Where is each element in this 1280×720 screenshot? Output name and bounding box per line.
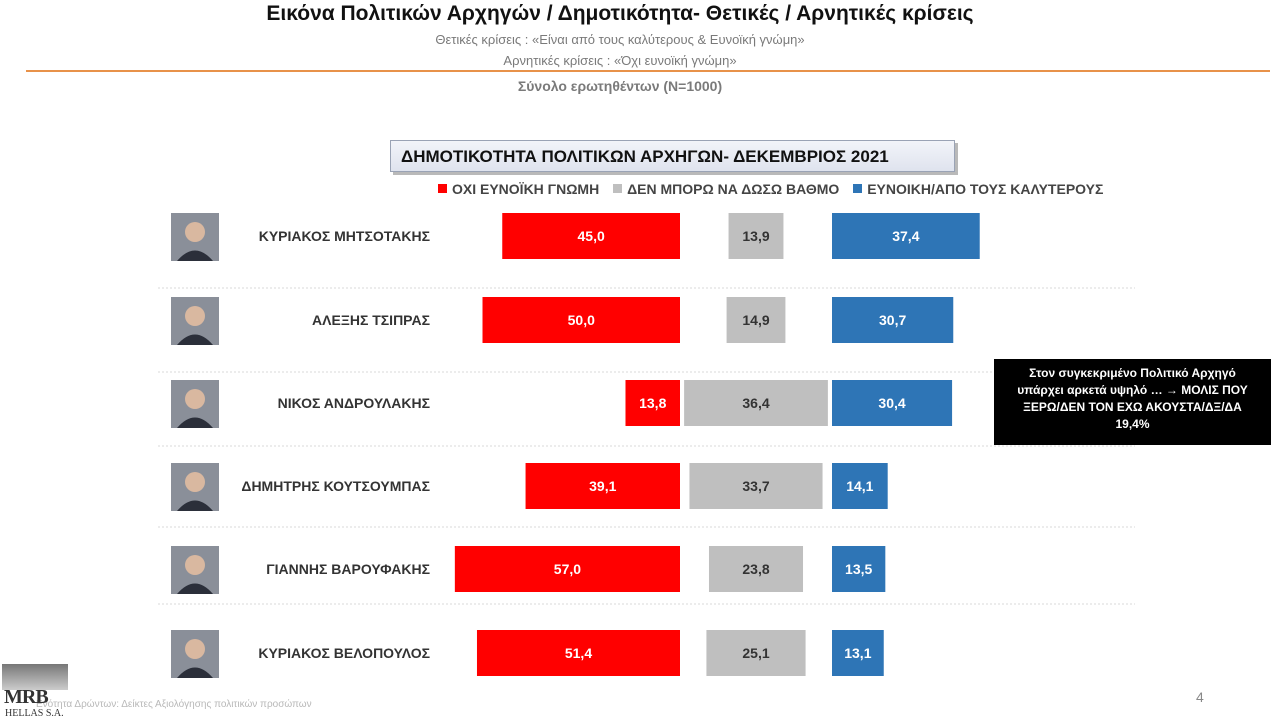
category-label-mitsotakis: ΚΥΡΙΑΚΟΣ ΜΗΤΣΟΤΑΚΗΣ [259,228,430,244]
portrait-varoufakis [171,546,219,594]
bar-favorable-velopoulos [832,630,884,676]
logo-graphic [2,664,68,690]
legend-item-favorable: ΕΥΝΟΙΚΗ/ΑΠΟ ΤΟΥΣ ΚΑΛΥΤΕΡΟΥΣ [853,181,1103,197]
bar-favorable-mitsotakis [832,213,980,259]
legend-label-unfavorable: ΟΧΙ ΕΥΝΟΪΚΗ ΓΝΩΜΗ [452,181,600,197]
data-label-unfavorable-androulakis: 13,8 [639,395,666,411]
data-label-no-opinion-varoufakis: 23,8 [742,561,769,577]
category-label-koutsoumpas: ΔΗΜΗΤΡΗΣ ΚΟΥΤΣΟΥΜΠΑΣ [241,478,430,494]
legend: ΟΧΙ ΕΥΝΟΪΚΗ ΓΝΩΜΗ ΔΕΝ ΜΠΟΡΩ ΝΑ ΔΩΣΩ ΒΑΘΜ… [438,181,1113,197]
callout-note: Στον συγκεκριμένο Πολιτικό Αρχηγό υπάρχε… [994,359,1271,445]
footnote: Ενότητα Δρώντων: Δείκτες Αξιολόγησης πολ… [36,699,312,710]
legend-swatch-favorable [853,184,863,193]
legend-item-no-opinion: ΔΕΝ ΜΠΟΡΩ ΝΑ ΔΩΣΩ ΒΑΘΜΟ [613,181,839,197]
legend-label-no-opinion: ΔΕΝ ΜΠΟΡΩ ΝΑ ΔΩΣΩ ΒΑΘΜΟ [627,181,840,197]
data-label-favorable-mitsotakis: 37,4 [892,228,919,244]
bar-no-opinion-koutsoumpas [689,463,823,509]
data-label-no-opinion-androulakis: 36,4 [742,395,769,411]
data-label-favorable-androulakis: 30,4 [878,395,905,411]
bar-unfavorable-varoufakis [454,546,680,592]
bar-no-opinion-mitsotakis [728,213,784,259]
data-label-no-opinion-koutsoumpas: 33,7 [742,478,769,494]
portrait-androulakis [171,380,219,428]
bar-no-opinion-tsipras [726,297,786,343]
portrait-velopoulos [171,630,219,678]
portrait-koutsoumpas [171,463,219,511]
chart-title: ΔΗΜΟΤΙΚΟΤΗΤΑ ΠΟΛΙΤΙΚΩΝ ΑΡΧΗΓΩΝ- ΔΕΚΕΜΒΡΙ… [390,140,955,172]
bar-unfavorable-koutsoumpas [525,463,680,509]
legend-swatch-no-opinion [613,184,623,193]
bar-favorable-koutsoumpas [832,463,888,509]
data-label-favorable-varoufakis: 13,5 [845,561,872,577]
data-label-unfavorable-varoufakis: 57,0 [554,561,581,577]
page-number: 4 [1196,689,1204,705]
data-label-unfavorable-koutsoumpas: 39,1 [589,478,616,494]
positive-definition: Θετικές κρίσεις : «Είναι από τους καλύτε… [435,32,805,47]
category-label-velopoulos: ΚΥΡΙΑΚΟΣ ΒΕΛΟΠΟΥΛΟΣ [258,645,430,661]
legend-swatch-unfavorable [438,184,447,193]
portrait-mitsotakis [171,213,219,261]
header-divider [26,70,1270,72]
bar-favorable-tsipras [832,297,954,343]
bar-unfavorable-tsipras [482,297,680,343]
category-label-tsipras: ΑΛΕΞΗΣ ΤΣΙΠΡΑΣ [312,312,430,328]
legend-label-favorable: ΕΥΝΟΙΚΗ/ΑΠΟ ΤΟΥΣ ΚΑΛΥΤΕΡΟΥΣ [867,181,1104,197]
category-label-androulakis: ΝΙΚΟΣ ΑΝΔΡΟΥΛΑΚΗΣ [278,395,430,411]
category-label-varoufakis: ΓΙΑΝΝΗΣ ΒΑΡΟΥΦΑΚΗΣ [266,561,430,577]
data-label-no-opinion-mitsotakis: 13,9 [742,228,769,244]
callout-line-2: υπάρχει αρκετά υψηλό … → ΜΟΛΙΣ ΠΟΥ [1017,383,1248,397]
bar-unfavorable-mitsotakis [502,213,680,259]
logo-text: MRB [4,686,49,708]
portrait-tsipras [171,297,219,345]
bar-no-opinion-androulakis [684,380,828,426]
bar-no-opinion-varoufakis [708,546,804,592]
bar-favorable-androulakis [832,380,953,426]
logo-subtext: HELLAS S.A. [5,708,64,719]
data-label-no-opinion-tsipras: 14,9 [742,312,769,328]
data-label-favorable-koutsoumpas: 14,1 [846,478,873,494]
callout-line-4: 19,4% [1115,417,1150,431]
page-title: Εικόνα Πολιτικών Αρχηγών / Δημοτικότητα-… [266,2,974,25]
data-label-no-opinion-velopoulos: 25,1 [742,645,769,661]
company-logo: MRB HELLAS S.A. [2,664,68,720]
bar-unfavorable-androulakis [625,380,680,426]
callout-line-3: ΞΕΡΩ/ΔΕΝ ΤΟΝ ΕΧΩ ΑΚΟΥΣΤΑ/ΔΞ/ΔΑ [1023,400,1242,414]
data-label-unfavorable-mitsotakis: 45,0 [578,228,605,244]
data-label-favorable-tsipras: 30,7 [879,312,906,328]
data-label-favorable-velopoulos: 13,1 [844,645,871,661]
data-label-unfavorable-tsipras: 50,0 [568,312,595,328]
negative-definition: Αρνητικές κρίσεις : «Όχι ευνοϊκή γνώμη» [503,53,737,68]
bar-no-opinion-velopoulos [706,630,806,676]
legend-item-unfavorable: ΟΧΙ ΕΥΝΟΪΚΗ ΓΝΩΜΗ [438,181,599,197]
data-label-unfavorable-velopoulos: 51,4 [565,645,592,661]
bar-unfavorable-velopoulos [476,630,680,676]
callout-line-1: Στον συγκεκριμένο Πολιτικό Αρχηγό [1029,366,1236,380]
sample-size: Σύνολο ερωτηθέντων (N=1000) [517,78,723,94]
bar-favorable-varoufakis [832,546,886,592]
